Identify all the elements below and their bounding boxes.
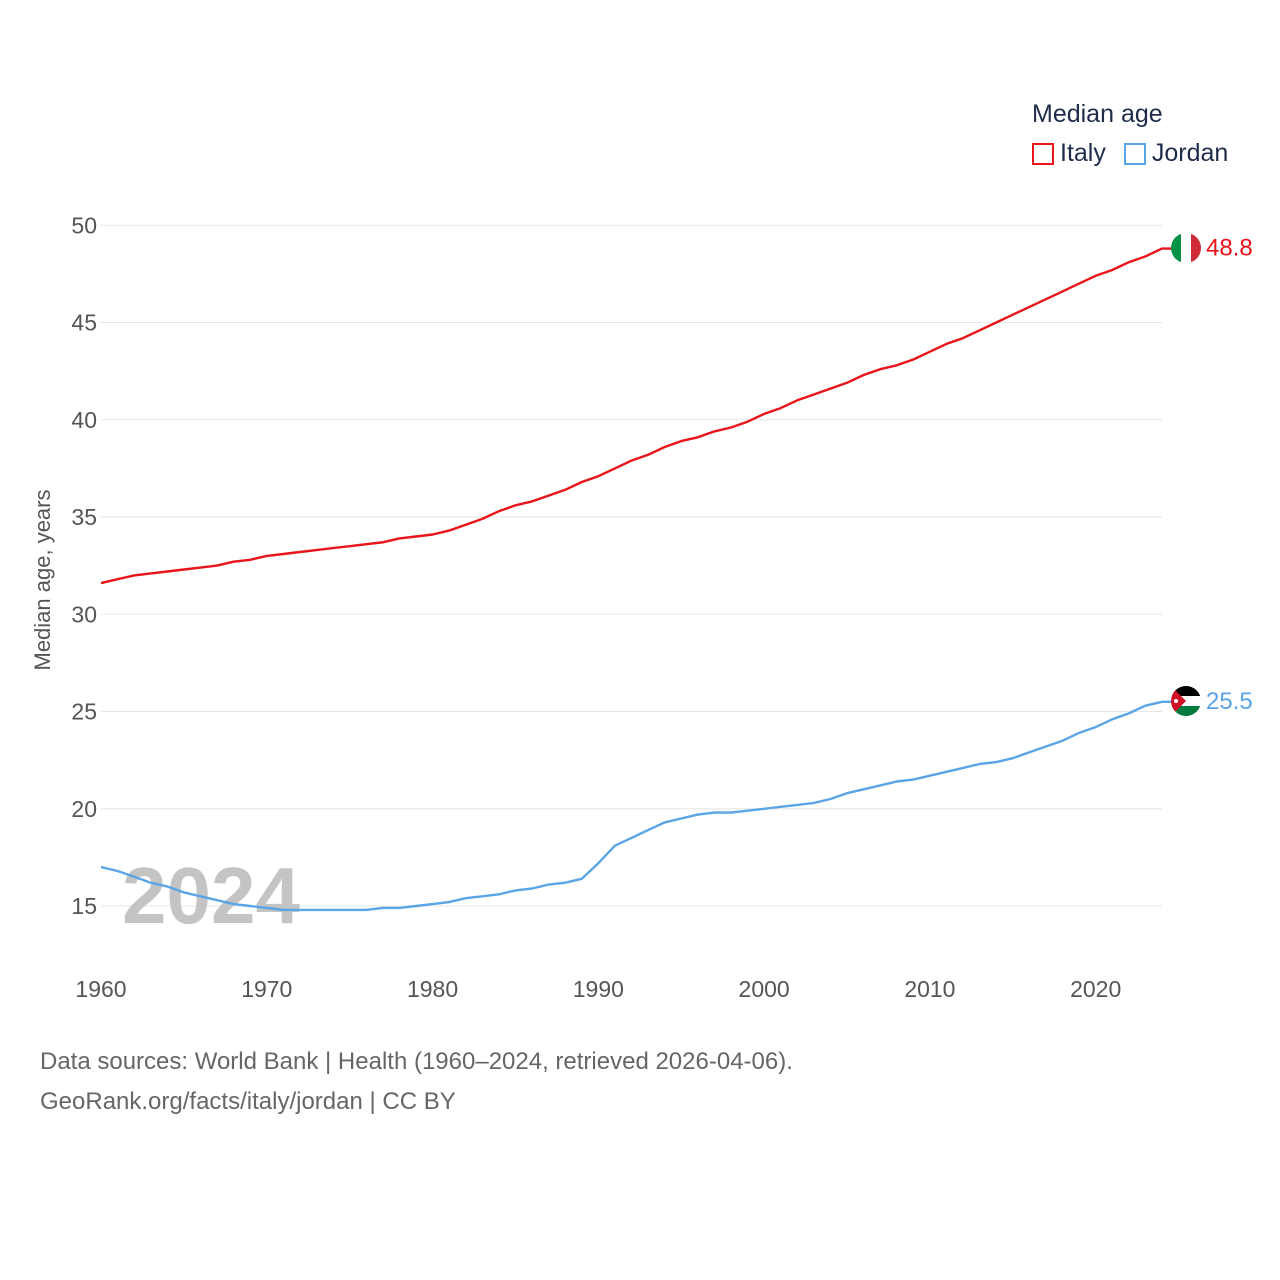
jordan-end-label: 25.5 xyxy=(1206,688,1253,715)
series-lines xyxy=(100,247,1172,912)
y-tick-label: 30 xyxy=(71,601,97,627)
source-link[interactable]: GeoRank.org/facts/italy/jordan | CC BY xyxy=(40,1088,456,1115)
footer: Data sources: World Bank | Health (1960–… xyxy=(40,1042,793,1122)
year-watermark: 2024 xyxy=(122,851,300,940)
y-tick-label: 45 xyxy=(71,310,97,336)
y-tick-label: 40 xyxy=(71,407,97,433)
y-tick-label: 15 xyxy=(71,893,97,919)
series-line-jordan[interactable] xyxy=(100,700,1172,912)
x-tick-label: 1970 xyxy=(241,976,292,1002)
series-line-italy[interactable] xyxy=(100,247,1172,585)
y-axis-label: Median age, years xyxy=(30,490,55,671)
legend-swatch-italy xyxy=(1032,142,1054,165)
data-sources-text: Data sources: World Bank | Health (1960–… xyxy=(40,1048,793,1075)
x-tick-label: 2010 xyxy=(904,976,955,1002)
legend-label-italy: Italy xyxy=(1060,139,1106,167)
italy-flag-icon xyxy=(1171,233,1201,263)
jordan-flag-icon xyxy=(1171,686,1201,716)
legend-swatch-jordan xyxy=(1123,142,1146,165)
y-axis-ticks: 15 20 25 30 35 40 45 50 xyxy=(71,212,97,919)
legend-label-jordan: Jordan xyxy=(1151,139,1229,167)
y-tick-label: 25 xyxy=(71,699,97,725)
italy-end-label: 48.8 xyxy=(1206,235,1253,262)
y-tick-label: 20 xyxy=(71,796,97,822)
y-tick-label: 35 xyxy=(71,504,97,530)
legend-title: Median age xyxy=(1032,100,1163,128)
x-tick-label: 1990 xyxy=(573,976,624,1002)
x-tick-label: 1980 xyxy=(407,976,458,1002)
x-tick-label: 1960 xyxy=(75,976,126,1002)
x-axis-ticks: 1960 1970 1980 1990 2000 2010 2020 xyxy=(75,976,1121,1002)
legend-item-jordan[interactable]: Jordan xyxy=(1123,139,1229,168)
legend-item-italy[interactable]: Italy xyxy=(1032,139,1106,168)
x-tick-label: 2000 xyxy=(739,976,790,1002)
series-end-markers: 48.8 25.5 xyxy=(1171,233,1253,716)
y-tick-label: 50 xyxy=(71,212,97,238)
legend: Median age Italy Jordan xyxy=(1032,100,1246,168)
grid-lines xyxy=(101,224,1162,907)
x-tick-label: 2020 xyxy=(1070,976,1121,1002)
